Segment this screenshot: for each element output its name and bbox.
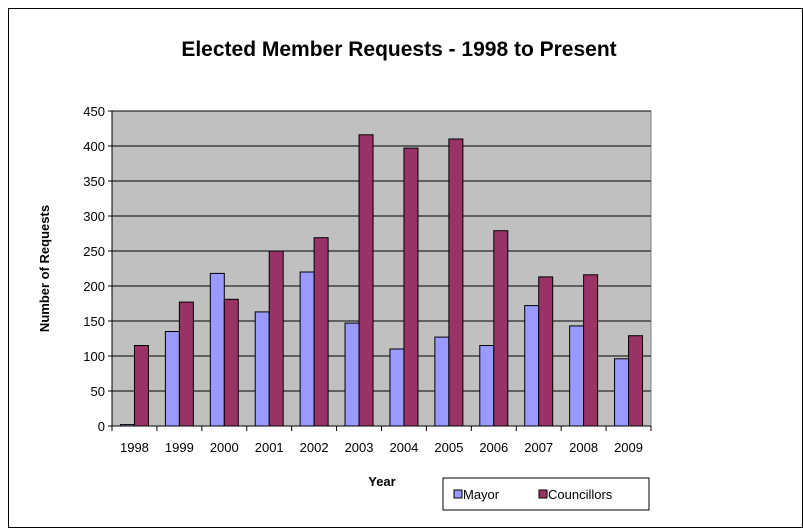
bar-mayor-2009 <box>614 358 630 427</box>
bar-councillors-2004 <box>403 147 419 427</box>
y-tick-label: 350 <box>83 174 105 189</box>
bar-mayor-1999 <box>164 331 180 427</box>
y-tick-label: 250 <box>83 244 105 259</box>
x-tick-label: 2004 <box>389 440 418 455</box>
x-tick-label: 2008 <box>569 440 598 455</box>
bar-mayor-2002 <box>299 271 315 427</box>
x-tick-label: 2001 <box>255 440 284 455</box>
legend-label-mayor: Mayor <box>463 487 500 502</box>
legend-swatch-councillors <box>538 489 548 499</box>
y-tick-label: 100 <box>83 349 105 364</box>
bar-councillors-2003 <box>358 134 374 427</box>
y-axis-title: Number of Requests <box>37 205 52 332</box>
x-tick-label: 1999 <box>165 440 194 455</box>
bar-mayor-2006 <box>479 345 495 427</box>
y-tick-label: 300 <box>83 209 105 224</box>
bar-councillors-1999 <box>178 301 194 427</box>
bar-councillors-2002 <box>313 237 329 427</box>
gridlines <box>112 110 651 392</box>
x-tick-label: 1998 <box>120 440 149 455</box>
y-tick-label: 200 <box>83 279 105 294</box>
y-tick-labels: 0 50 100 150 200 250 300 350 400 450 <box>83 104 112 434</box>
legend-swatch-mayor <box>453 489 463 499</box>
y-tick-label: 150 <box>83 314 105 329</box>
plot-area <box>111 110 652 427</box>
bar-mayor-2005 <box>434 336 450 427</box>
x-tick-label: 2005 <box>434 440 463 455</box>
x-tick-label: 2000 <box>210 440 239 455</box>
x-tick-label: 2006 <box>479 440 508 455</box>
bar-councillors-2008 <box>583 274 599 427</box>
y-tick-label: 50 <box>91 384 105 399</box>
legend-label-councillors: Councillors <box>548 487 613 502</box>
bars <box>119 134 644 427</box>
chart-title: Elected Member Requests - 1998 to Presen… <box>181 38 616 61</box>
x-tick-label: 2007 <box>524 440 553 455</box>
bar-councillors-2009 <box>628 335 644 427</box>
bar-councillors-2001 <box>268 250 284 427</box>
x-tick-label: 2002 <box>300 440 329 455</box>
bar-councillors-1998 <box>133 345 149 427</box>
bar-mayor-2004 <box>389 348 405 427</box>
bar-councillors-2000 <box>223 298 239 427</box>
y-tick-label: 0 <box>98 419 105 434</box>
x-tick-labels: 1998 1999 2000 2001 2002 2003 2004 2005 2006 2007… <box>111 426 652 455</box>
bar-mayor-2001 <box>254 311 270 427</box>
x-axis-title: Year <box>368 474 395 489</box>
bar-mayor-2007 <box>524 305 540 427</box>
x-tick-label: 2009 <box>614 440 643 455</box>
chart-svg: Elected Member Requests - 1998 to Presen… <box>37 38 652 511</box>
bar-councillors-2007 <box>538 276 554 427</box>
bar-mayor-2003 <box>344 322 360 427</box>
y-tick-label: 400 <box>83 139 105 154</box>
bar-mayor-2008 <box>569 325 585 427</box>
bar-councillors-2005 <box>448 138 464 427</box>
bar-mayor-2000 <box>209 272 225 427</box>
bar-councillors-2006 <box>493 230 509 427</box>
chart-frame: Elected Member Requests - 1998 to Presen… <box>8 8 803 528</box>
y-tick-label: 450 <box>83 104 105 119</box>
x-tick-label: 2003 <box>345 440 374 455</box>
legend: Mayor Councillors <box>442 477 650 511</box>
